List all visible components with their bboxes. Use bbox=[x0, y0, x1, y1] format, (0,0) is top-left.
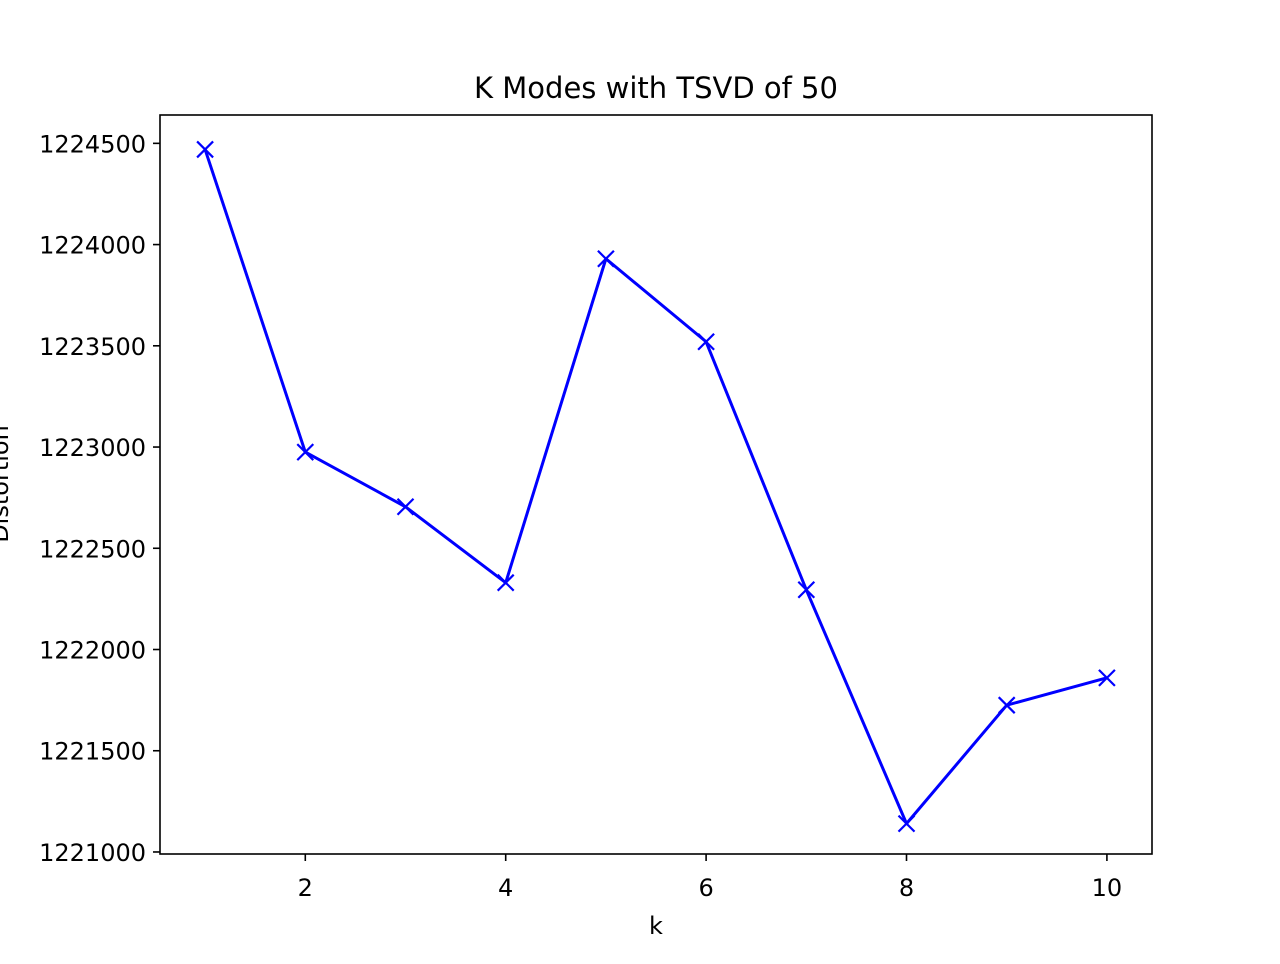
plot-area: 2 4 6 8 10 1221000 1221500 1222000 1222500 122300… bbox=[39, 114, 1153, 902]
data-point-9 bbox=[1098, 669, 1116, 687]
y-tick-label-2: 1222000 bbox=[39, 637, 146, 665]
series-line-0 bbox=[203, 148, 1108, 826]
x-tick-label-1: 4 bbox=[498, 874, 513, 902]
y-tick-label-6: 1224000 bbox=[39, 232, 146, 260]
y-axis-title: Distortion bbox=[0, 425, 14, 543]
y-tick-label-0: 1221000 bbox=[39, 839, 146, 867]
chart-title: K Modes with TSVD of 50 bbox=[474, 71, 838, 105]
data-point-8 bbox=[997, 696, 1016, 714]
y-tick-label-5: 1223500 bbox=[39, 333, 146, 361]
data-point-2 bbox=[396, 497, 415, 516]
x-marker-stroke bbox=[697, 332, 715, 351]
x-tick-label-0: 2 bbox=[298, 874, 313, 902]
y-tick-label-7: 1224500 bbox=[39, 130, 146, 158]
x-marker-stroke bbox=[797, 581, 816, 599]
x-marker-stroke bbox=[597, 249, 615, 268]
x-marker-stroke bbox=[296, 443, 315, 461]
data-point-6 bbox=[797, 581, 816, 599]
x-tick-label-2: 6 bbox=[698, 874, 713, 902]
x-marker-stroke bbox=[997, 696, 1016, 714]
x-marker-stroke bbox=[396, 497, 415, 516]
x-tick-label-3: 8 bbox=[899, 874, 914, 902]
x-tick-label-4: 10 bbox=[1092, 874, 1123, 902]
data-point-0 bbox=[196, 140, 214, 159]
data-point-4 bbox=[597, 249, 615, 268]
x-marker-stroke bbox=[897, 814, 916, 833]
data-point-1 bbox=[296, 443, 315, 461]
data-point-3 bbox=[496, 573, 515, 592]
x-axis-title: k bbox=[649, 912, 663, 940]
x-marker-stroke bbox=[196, 140, 214, 159]
x-marker-stroke bbox=[496, 573, 515, 592]
y-tick-label-3: 1222500 bbox=[39, 535, 146, 563]
data-point-7 bbox=[897, 814, 916, 833]
y-tick-label-4: 1223000 bbox=[39, 434, 146, 462]
y-tick-label-1: 1221500 bbox=[39, 738, 146, 766]
data-point-5 bbox=[697, 332, 715, 351]
plot-frame bbox=[159, 114, 1153, 855]
x-marker-stroke bbox=[1098, 669, 1116, 687]
